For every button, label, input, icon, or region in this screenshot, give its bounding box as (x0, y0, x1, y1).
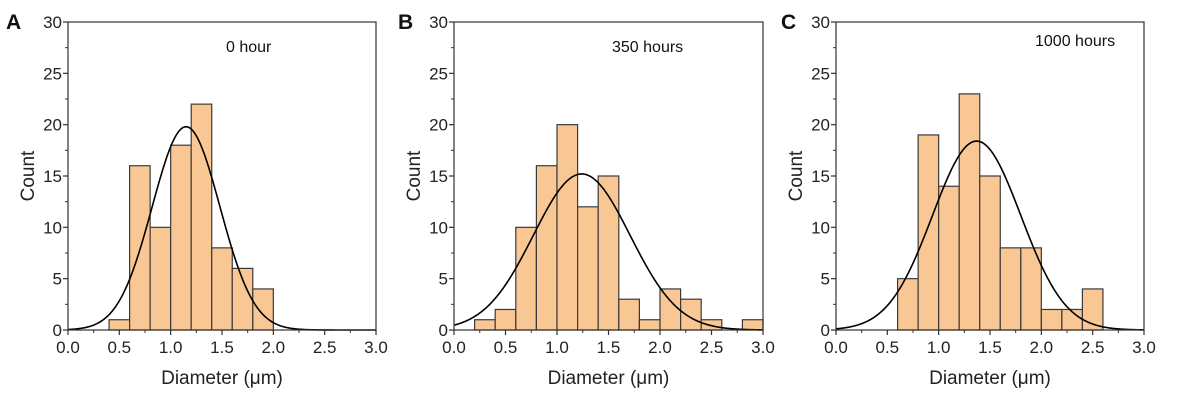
histogram-bar (108, 319, 131, 331)
gaussian-fit-curve (835, 140, 1145, 331)
y-axis-label: Count (786, 150, 807, 201)
histogram-bar (938, 185, 960, 331)
time-annotation: 0 hour (226, 39, 272, 56)
y-tick-label: 0 (53, 321, 62, 340)
x-tick-label: 2.0 (262, 338, 286, 357)
y-tick-label: 25 (43, 64, 62, 83)
x-tick-label: 0.0 (442, 338, 466, 357)
y-tick-label: 5 (53, 270, 62, 289)
x-tick-label: 2.0 (648, 338, 672, 357)
x-tick-label: 2.0 (1030, 338, 1054, 357)
histogram-bar (741, 319, 764, 331)
y-axis-label: Count (18, 150, 39, 201)
y-tick-label: 15 (43, 167, 62, 186)
panel-c: 0.0 0.5 1.0 1.5 2.0 2.5 3.0 0 5 10 15 20 25 30 Diamete… (781, 11, 1156, 389)
histogram-bar (576, 206, 599, 331)
gaussian-fit-curve (453, 173, 764, 331)
panel-label: A (6, 11, 21, 34)
histogram-bar (515, 226, 537, 331)
x-axis-label: Diameter (μm) (161, 368, 283, 389)
y-tick-label: 15 (429, 167, 448, 186)
y-axis-label: Count (404, 150, 425, 201)
histogram-bar (679, 298, 702, 331)
y-tick-label: 0 (439, 321, 448, 340)
y-tick-label: 20 (811, 116, 830, 135)
x-axis-label: Diameter (μm) (548, 368, 670, 389)
panel-label: B (398, 11, 413, 34)
panel-a: 0.0 0.5 1.0 1.5 2.0 2.5 3.0 0 5 10 15 20 25 30 Diamete… (6, 11, 388, 389)
y-tick-label: 10 (43, 218, 62, 237)
histogram-bar (618, 298, 640, 331)
y-tick-label: 15 (811, 167, 830, 186)
x-tick-label: 1.5 (597, 338, 621, 357)
histogram-bar (190, 103, 213, 331)
histogram-bar (494, 308, 517, 331)
x-tick-label: 2.5 (313, 338, 337, 357)
x-tick-label: 1.5 (978, 338, 1002, 357)
y-tick-label: 10 (811, 218, 830, 237)
histogram-bar (211, 247, 233, 331)
x-tick-label: 0.0 (56, 338, 80, 357)
histogram-bar (958, 93, 981, 331)
y-tick-label: 30 (811, 13, 830, 32)
histogram-bar (999, 247, 1022, 331)
y-tick-label: 25 (429, 64, 448, 83)
histogram-bar (917, 134, 940, 331)
histogram-bar (535, 165, 558, 331)
x-tick-label: 2.5 (700, 338, 724, 357)
x-axis-label: Diameter (μm) (929, 368, 1051, 389)
histogram-bar (149, 226, 172, 331)
y-tick-label: 20 (429, 116, 448, 135)
panel-b: 0.0 0.5 1.0 1.5 2.0 2.5 3.0 0 5 10 15 20 25 30 Diamete… (398, 11, 775, 389)
x-tick-label: 3.0 (751, 338, 775, 357)
x-tick-label: 3.0 (364, 338, 388, 357)
y-tick-label: 10 (429, 218, 448, 237)
y-tick-label: 30 (429, 13, 448, 32)
x-tick-label: 1.0 (159, 338, 183, 357)
x-tick-label: 1.5 (210, 338, 234, 357)
panel-label: C (781, 11, 796, 34)
x-tick-label: 0.0 (824, 338, 848, 357)
x-tick-label: 0.5 (108, 338, 132, 357)
y-tick-label: 0 (821, 321, 830, 340)
x-tick-label: 2.5 (1081, 338, 1105, 357)
histogram-bar (659, 288, 682, 331)
y-tick-label: 25 (811, 64, 830, 83)
histogram-bar (556, 124, 579, 331)
histogram-bar (638, 319, 661, 331)
time-annotation: 1000 hours (1035, 33, 1115, 50)
x-tick-label: 1.0 (927, 338, 951, 357)
y-tick-label: 30 (43, 13, 62, 32)
x-tick-label: 0.5 (494, 338, 518, 357)
y-tick-label: 5 (821, 270, 830, 289)
x-tick-label: 0.5 (876, 338, 900, 357)
y-tick-label: 5 (439, 270, 448, 289)
histogram-bar (700, 319, 723, 331)
histogram-bar (474, 319, 496, 331)
histogram-bar (597, 175, 620, 331)
x-tick-label: 1.0 (545, 338, 569, 357)
histogram-bar (1040, 308, 1063, 331)
histogram-bar (252, 288, 274, 331)
x-tick-label: 3.0 (1132, 338, 1156, 357)
histogram-bar (979, 175, 1001, 331)
time-annotation: 350 hours (612, 39, 683, 56)
y-tick-label: 20 (43, 116, 62, 135)
histogram-bar (170, 144, 192, 331)
